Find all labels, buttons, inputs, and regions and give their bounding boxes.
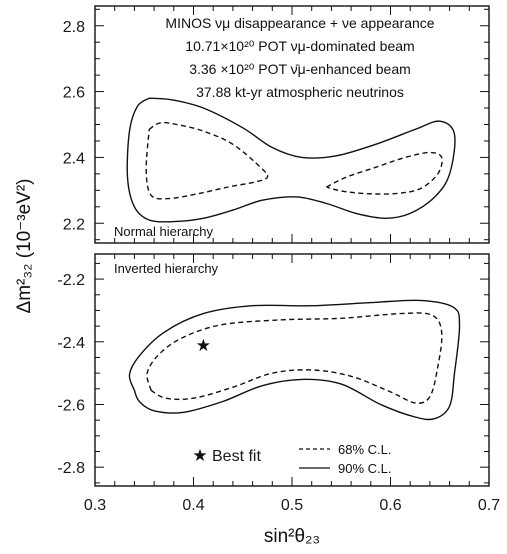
y-tick-label: -2.6 bbox=[57, 397, 85, 414]
x-tick-label: 0.5 bbox=[281, 497, 303, 514]
normal-hierarchy-label: Normal hierarchy bbox=[114, 224, 213, 239]
annotation-line-4: 37.88 kt-yr atmospheric neutrinos bbox=[196, 84, 404, 100]
contour-68cl bbox=[146, 312, 443, 404]
normal-panel-ticks bbox=[94, 6, 490, 243]
contour-68cl bbox=[326, 151, 443, 195]
legend-90-label: 90% C.L. bbox=[338, 461, 391, 476]
x-axis-title: sin²θ₂₃ bbox=[264, 526, 320, 547]
legend-best-fit-label: Best fit bbox=[212, 448, 261, 465]
inverted-panel-ticks bbox=[94, 254, 490, 486]
normal-panel-contours bbox=[126, 97, 456, 223]
y-tick-label: 2.2 bbox=[63, 216, 85, 233]
best-fit-star: ★ bbox=[196, 336, 211, 356]
legend-best-fit-star: ★ bbox=[192, 446, 207, 466]
y-tick-label: 2.6 bbox=[63, 85, 85, 102]
y-axis-title: Δm²₃₂ (10⁻³eV²) bbox=[14, 179, 35, 314]
x-tick-label: 0.3 bbox=[84, 497, 106, 514]
x-tick-label: 0.4 bbox=[182, 497, 204, 514]
y-tick-label: 2.8 bbox=[63, 19, 85, 36]
x-tick-label: 0.6 bbox=[379, 497, 401, 514]
y-tick-label: 2.4 bbox=[63, 150, 85, 167]
annotation-line-3: 3.36 ×10²⁰ POT ν̄μ-enhanced beam bbox=[189, 61, 411, 77]
contour-68cl bbox=[145, 121, 269, 200]
annotation-line-1: MINOS νμ disappearance + νe appearance bbox=[165, 15, 434, 31]
legend: ★ Best fit 68% C.L. 90% C.L. bbox=[192, 442, 391, 476]
y-tick-label: -2.8 bbox=[57, 460, 85, 477]
contour-90cl bbox=[126, 97, 456, 223]
y-tick-label: -2.2 bbox=[57, 272, 85, 289]
legend-68-label: 68% C.L. bbox=[338, 442, 391, 457]
inverted-hierarchy-label: Inverted hierarchy bbox=[114, 261, 219, 276]
contour-90cl bbox=[128, 299, 461, 421]
inverted-panel-contours: ★ bbox=[128, 299, 461, 421]
x-tick-label: 0.7 bbox=[478, 497, 500, 514]
y-tick-label: -2.4 bbox=[57, 335, 85, 352]
annotation-line-2: 10.71×10²⁰ POT νμ-dominated beam bbox=[185, 38, 414, 54]
